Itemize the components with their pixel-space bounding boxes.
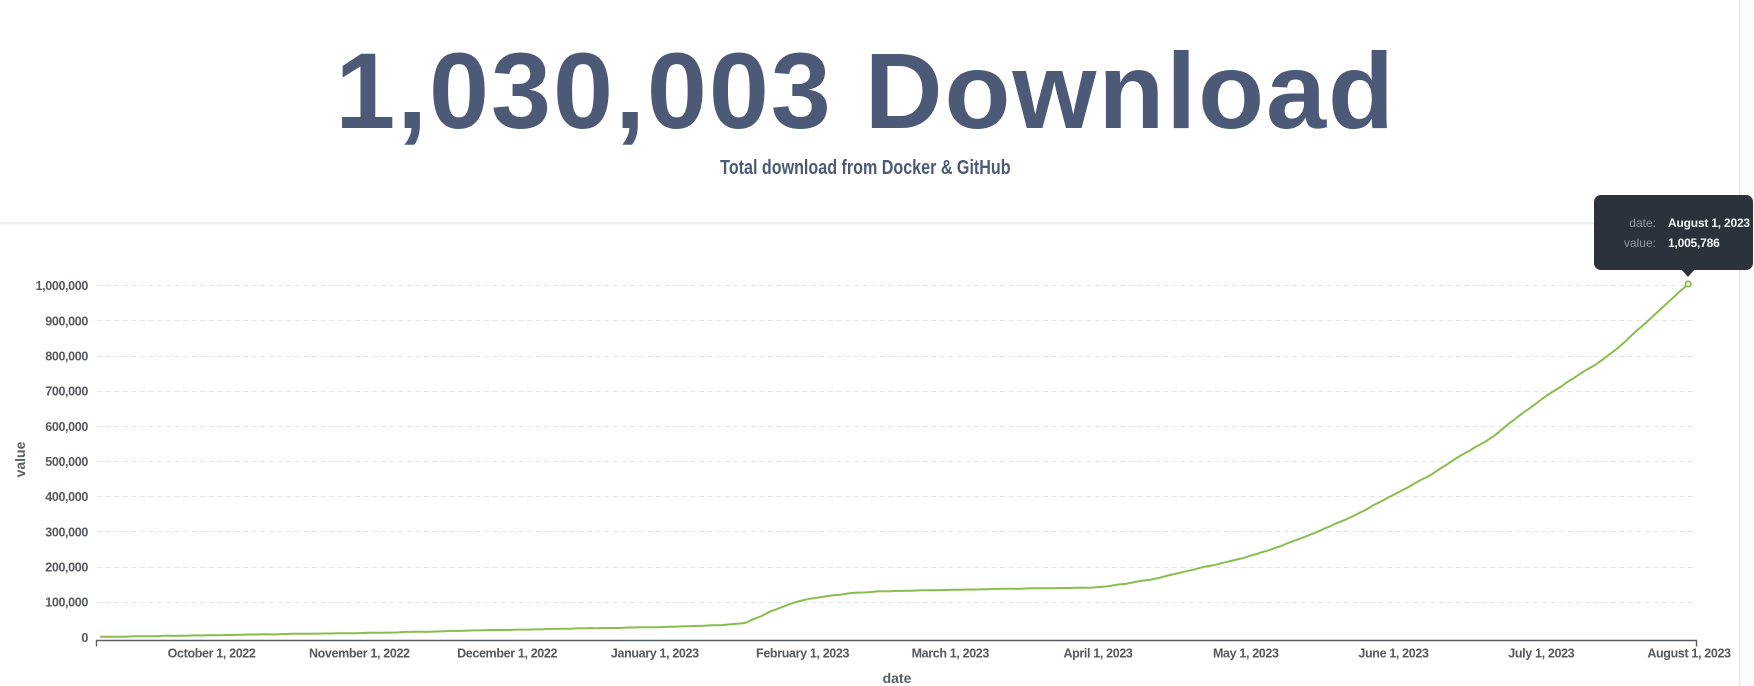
svg-text:July 1, 2023: July 1, 2023	[1508, 647, 1574, 661]
svg-text:June 1, 2023: June 1, 2023	[1358, 647, 1429, 661]
svg-text:August 1, 2023: August 1, 2023	[1647, 647, 1731, 661]
svg-text:1,000,000: 1,000,000	[36, 279, 89, 293]
svg-text:May 1, 2023: May 1, 2023	[1213, 647, 1279, 661]
svg-text:100,000: 100,000	[45, 596, 88, 610]
svg-text:900,000: 900,000	[45, 314, 88, 328]
svg-text:November 1, 2022: November 1, 2022	[309, 647, 410, 661]
svg-text:500,000: 500,000	[45, 455, 88, 469]
svg-text:April 1, 2023: April 1, 2023	[1063, 647, 1132, 661]
svg-text:400,000: 400,000	[45, 490, 88, 504]
svg-text:February 1, 2023: February 1, 2023	[756, 647, 849, 661]
svg-text:January 1, 2023: January 1, 2023	[611, 647, 699, 661]
svg-text:date: date	[883, 670, 912, 686]
svg-text:March 1, 2023: March 1, 2023	[912, 647, 990, 661]
svg-text:700,000: 700,000	[45, 385, 88, 399]
svg-text:0: 0	[81, 631, 88, 645]
svg-text:800,000: 800,000	[45, 350, 88, 364]
svg-text:value: value	[12, 441, 28, 477]
svg-text:600,000: 600,000	[45, 420, 88, 434]
svg-text:300,000: 300,000	[45, 525, 88, 539]
svg-text:December 1, 2022: December 1, 2022	[457, 647, 557, 661]
svg-text:October 1, 2022: October 1, 2022	[168, 647, 256, 661]
svg-text:200,000: 200,000	[45, 561, 88, 575]
